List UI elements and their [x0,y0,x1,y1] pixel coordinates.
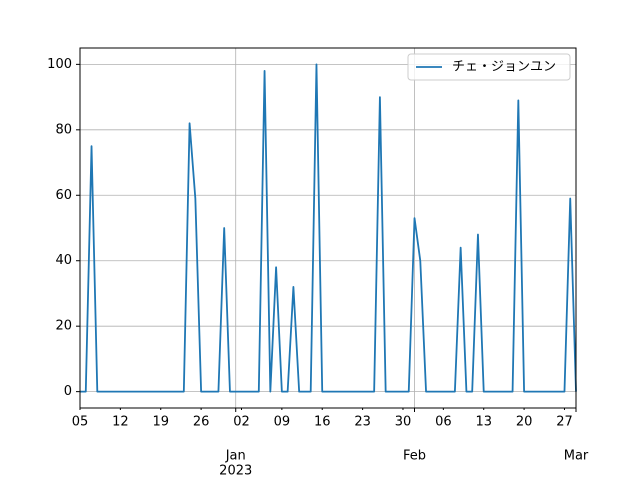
x-tick-label: Jan [225,449,246,464]
y-tick-label: 40 [55,253,72,268]
x-tick-label: 2023 [219,464,252,479]
plot-frame [79,47,577,409]
x-tick-label: 20 [516,415,533,430]
legend-label: チェ・ジョンユン [452,60,556,75]
x-tick-label: 30 [395,415,412,430]
x-tick-label: 13 [475,415,492,430]
line [80,63,577,393]
x-tick-label: 27 [556,415,573,430]
x-tick-label: 16 [314,415,331,430]
x-tick-label: 26 [193,415,210,430]
x-tick-label: 06 [435,415,452,430]
x-tick-label: 02 [233,415,250,430]
x-tick-label: 19 [152,415,169,430]
y-tick-label: 0 [64,384,72,399]
y-tick-label: 80 [55,122,72,137]
y-tick-label: 20 [55,319,72,334]
y-tick-label: 100 [47,57,72,72]
y-tick-label: 60 [55,188,72,203]
x-tick-label: 12 [112,415,129,430]
x-tick-label: 05 [72,415,89,430]
x-tick-label: 23 [354,415,371,430]
x-tick-label: Mar [564,449,589,464]
x-tick-label: 09 [274,415,291,430]
x-tick-label: Feb [403,449,426,464]
legend-box [407,53,571,81]
